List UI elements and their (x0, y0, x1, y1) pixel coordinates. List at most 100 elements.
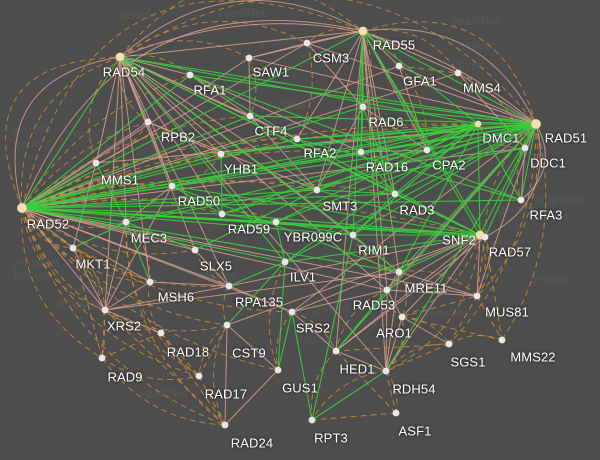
graph-node-srs2[interactable] (288, 308, 296, 316)
graph-edge-physical (316, 123, 479, 191)
graph-edge-genetic (386, 234, 481, 291)
graph-node-rad50[interactable] (168, 182, 176, 190)
graph-edge-genetic (226, 234, 481, 326)
graph-node-mkt1[interactable] (69, 244, 77, 252)
graph-edge-genetic (520, 123, 546, 201)
graph-edge-genetic (224, 369, 279, 426)
graph-edge-physical (296, 138, 481, 236)
graph-node-rad59[interactable] (218, 210, 226, 218)
graph-node-sgs1[interactable] (445, 340, 453, 348)
graph-node-rad18[interactable] (157, 329, 165, 337)
graph-edge-genetic (362, 28, 537, 125)
graph-edge-genetic (386, 271, 400, 291)
graph-edge-genetic (476, 234, 481, 297)
graph-node-rad57[interactable] (481, 233, 489, 241)
graph-node-rpt3[interactable] (308, 416, 316, 424)
graph-node-mms1[interactable] (92, 159, 100, 167)
graph-edge-yeastnet (104, 309, 228, 332)
graph-edge-yeastnet (213, 324, 228, 426)
graph-node-ilv1[interactable] (281, 258, 289, 266)
graph-node-asf1[interactable] (392, 409, 400, 417)
graph-edge-yeastnet (21, 207, 228, 326)
graph-node-gus1[interactable] (274, 366, 282, 374)
graph-node-rad52[interactable] (16, 202, 28, 214)
graph-edge-physical (221, 213, 481, 236)
graph-edge-physical (398, 123, 537, 273)
graph-edge-genetic (249, 115, 318, 191)
graph-node-hed1[interactable] (332, 347, 340, 355)
graph-node-ddc1[interactable] (521, 144, 529, 152)
graph-node-rad6[interactable] (359, 103, 367, 111)
graph-node-mus81[interactable] (473, 292, 481, 300)
graph-edge-physical (316, 123, 537, 191)
graph-edge-physical (385, 123, 537, 372)
graph-edge-yeastnet (21, 74, 191, 209)
graph-edge-genetic (362, 30, 428, 151)
graph-edge-physical (221, 123, 479, 215)
graph-edge-yeastnet (101, 357, 226, 426)
graph-edge-physical (284, 123, 537, 263)
graph-node-yhb1[interactable] (217, 150, 225, 158)
graph-node-ctf4[interactable] (246, 112, 254, 120)
graph-node-rad51[interactable] (530, 118, 542, 130)
graph-edge-genetic (119, 30, 364, 58)
graph-node-xrs2[interactable] (101, 306, 109, 314)
graph-edge-yeastnet (296, 42, 313, 140)
graph-edge-yeastnet (476, 236, 486, 297)
graph-node-cst9[interactable] (223, 321, 231, 329)
graph-node-mre11[interactable] (395, 268, 403, 276)
graph-edge-yeastnet (385, 370, 398, 414)
graph-node-rpb2[interactable] (144, 118, 152, 126)
graph-node-rad53[interactable] (383, 286, 391, 294)
graph-node-rad17[interactable] (195, 372, 203, 380)
graph-node-aro1[interactable] (398, 313, 406, 321)
graph-node-rfa1[interactable] (186, 71, 194, 79)
graph-node-rad9[interactable] (98, 354, 106, 362)
graph-edge-yeastnet (72, 247, 151, 283)
graph-node-mec3[interactable] (122, 218, 130, 226)
graph-edge-yeastnet (21, 207, 74, 249)
graph-edge-yeastnet (194, 249, 230, 287)
graph-node-rfa2[interactable] (293, 135, 301, 143)
graph-node-saw1[interactable] (245, 54, 253, 62)
graph-node-rad55[interactable] (358, 26, 368, 36)
graph-node-rpa135[interactable] (225, 282, 233, 290)
graph-edge-genetic (189, 74, 251, 117)
graph-edge-yeastnet (125, 221, 226, 426)
graph-node-rfa3[interactable] (517, 196, 525, 204)
graph-node-dmc1[interactable] (474, 120, 482, 128)
graph-edge-yeastnet (335, 350, 397, 414)
graph-edge-genetic (398, 65, 537, 125)
graph-node-mms4[interactable] (454, 69, 462, 77)
graph-node-slx5[interactable] (191, 246, 199, 254)
graph-edge-genetic (248, 57, 537, 125)
graph-node-csm3[interactable] (303, 39, 311, 47)
graph-node-rim1[interactable] (349, 231, 357, 239)
node-layer[interactable] (16, 26, 542, 429)
graph-edge-physical (21, 207, 400, 273)
graph-node-rad16[interactable] (357, 148, 365, 156)
graph-edge-physical (171, 123, 479, 187)
graph-node-rad24[interactable] (221, 421, 229, 429)
graph-node-ybr099c[interactable] (272, 218, 280, 226)
graph-edge-genetic (21, 207, 151, 283)
graph-edge-genetic (291, 289, 388, 313)
graph-edge-physical (275, 221, 481, 236)
graph-node-rad3[interactable] (391, 190, 399, 198)
graph-node-rdh54[interactable] (382, 367, 390, 375)
graph-edge-yeastnet (21, 123, 537, 209)
graph-node-cpa2[interactable] (423, 146, 431, 154)
graph-node-mms22[interactable] (498, 336, 506, 344)
graph-node-smt3[interactable] (313, 186, 321, 194)
graph-edge-yeastnet (21, 207, 279, 371)
graph-edge-physical (21, 123, 479, 209)
graph-edge-physical (171, 185, 481, 236)
graph-node-gfa1[interactable] (395, 62, 403, 70)
graph-edge-genetic (119, 23, 537, 125)
graph-node-rad54[interactable] (115, 52, 125, 62)
graph-node-msh6[interactable] (146, 278, 154, 286)
graph-edge-yeastnet (101, 332, 162, 359)
graph-edge-physical (119, 56, 479, 125)
